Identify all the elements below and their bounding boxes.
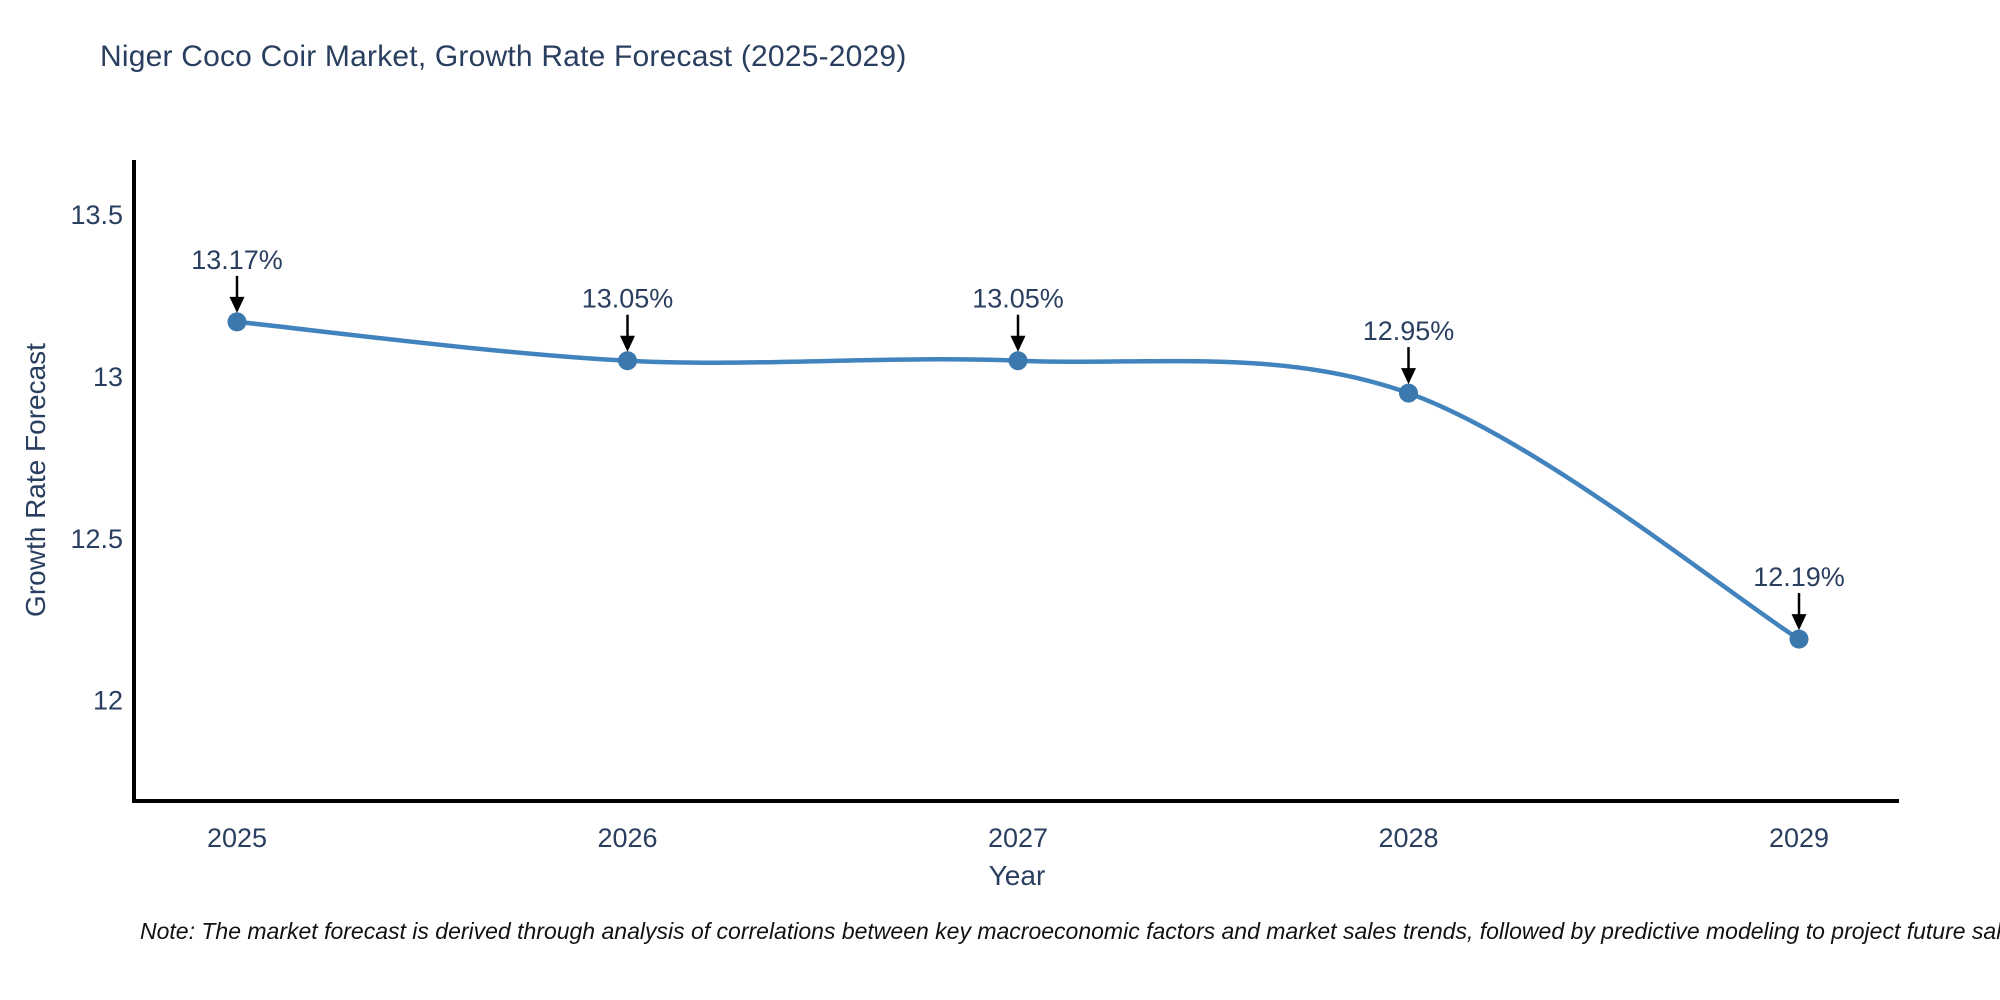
y-axis-title: Growth Rate Forecast (20, 343, 51, 617)
annotation-arrowhead-icon (1401, 368, 1416, 385)
x-axis-title: Year (988, 860, 1046, 891)
footnote: Note: The market forecast is derived thr… (140, 918, 2000, 944)
data-point-marker[interactable] (1008, 351, 1028, 371)
y-tick-label: 12 (93, 686, 123, 716)
x-tick-label: 2029 (1769, 823, 1829, 853)
data-point-label: 13.17% (191, 245, 283, 275)
data-point-label: 13.05% (972, 284, 1064, 314)
data-point-label: 12.95% (1363, 316, 1455, 346)
data-point-label: 13.05% (582, 284, 674, 314)
x-tick-label: 2025 (207, 823, 267, 853)
data-point-marker[interactable] (1789, 629, 1809, 649)
x-tick-label: 2026 (597, 823, 657, 853)
y-tick-label: 13.5 (70, 200, 123, 230)
data-point-marker[interactable] (1399, 383, 1418, 403)
annotation-arrowhead-icon (620, 335, 635, 352)
annotation-arrowhead-icon (229, 296, 245, 313)
y-tick-label: 12.5 (70, 524, 123, 554)
x-tick-label: 2028 (1378, 823, 1438, 853)
chart-title: Niger Coco Coir Market, Growth Rate Fore… (100, 40, 907, 73)
y-tick-label: 13 (93, 362, 123, 392)
annotation-arrowhead-icon (1791, 614, 1807, 631)
data-point-label: 12.19% (1753, 562, 1845, 592)
annotation-arrowhead-icon (1010, 335, 1026, 352)
data-point-marker[interactable] (227, 312, 247, 332)
x-tick-label: 2027 (988, 823, 1048, 853)
data-point-marker[interactable] (618, 351, 637, 371)
